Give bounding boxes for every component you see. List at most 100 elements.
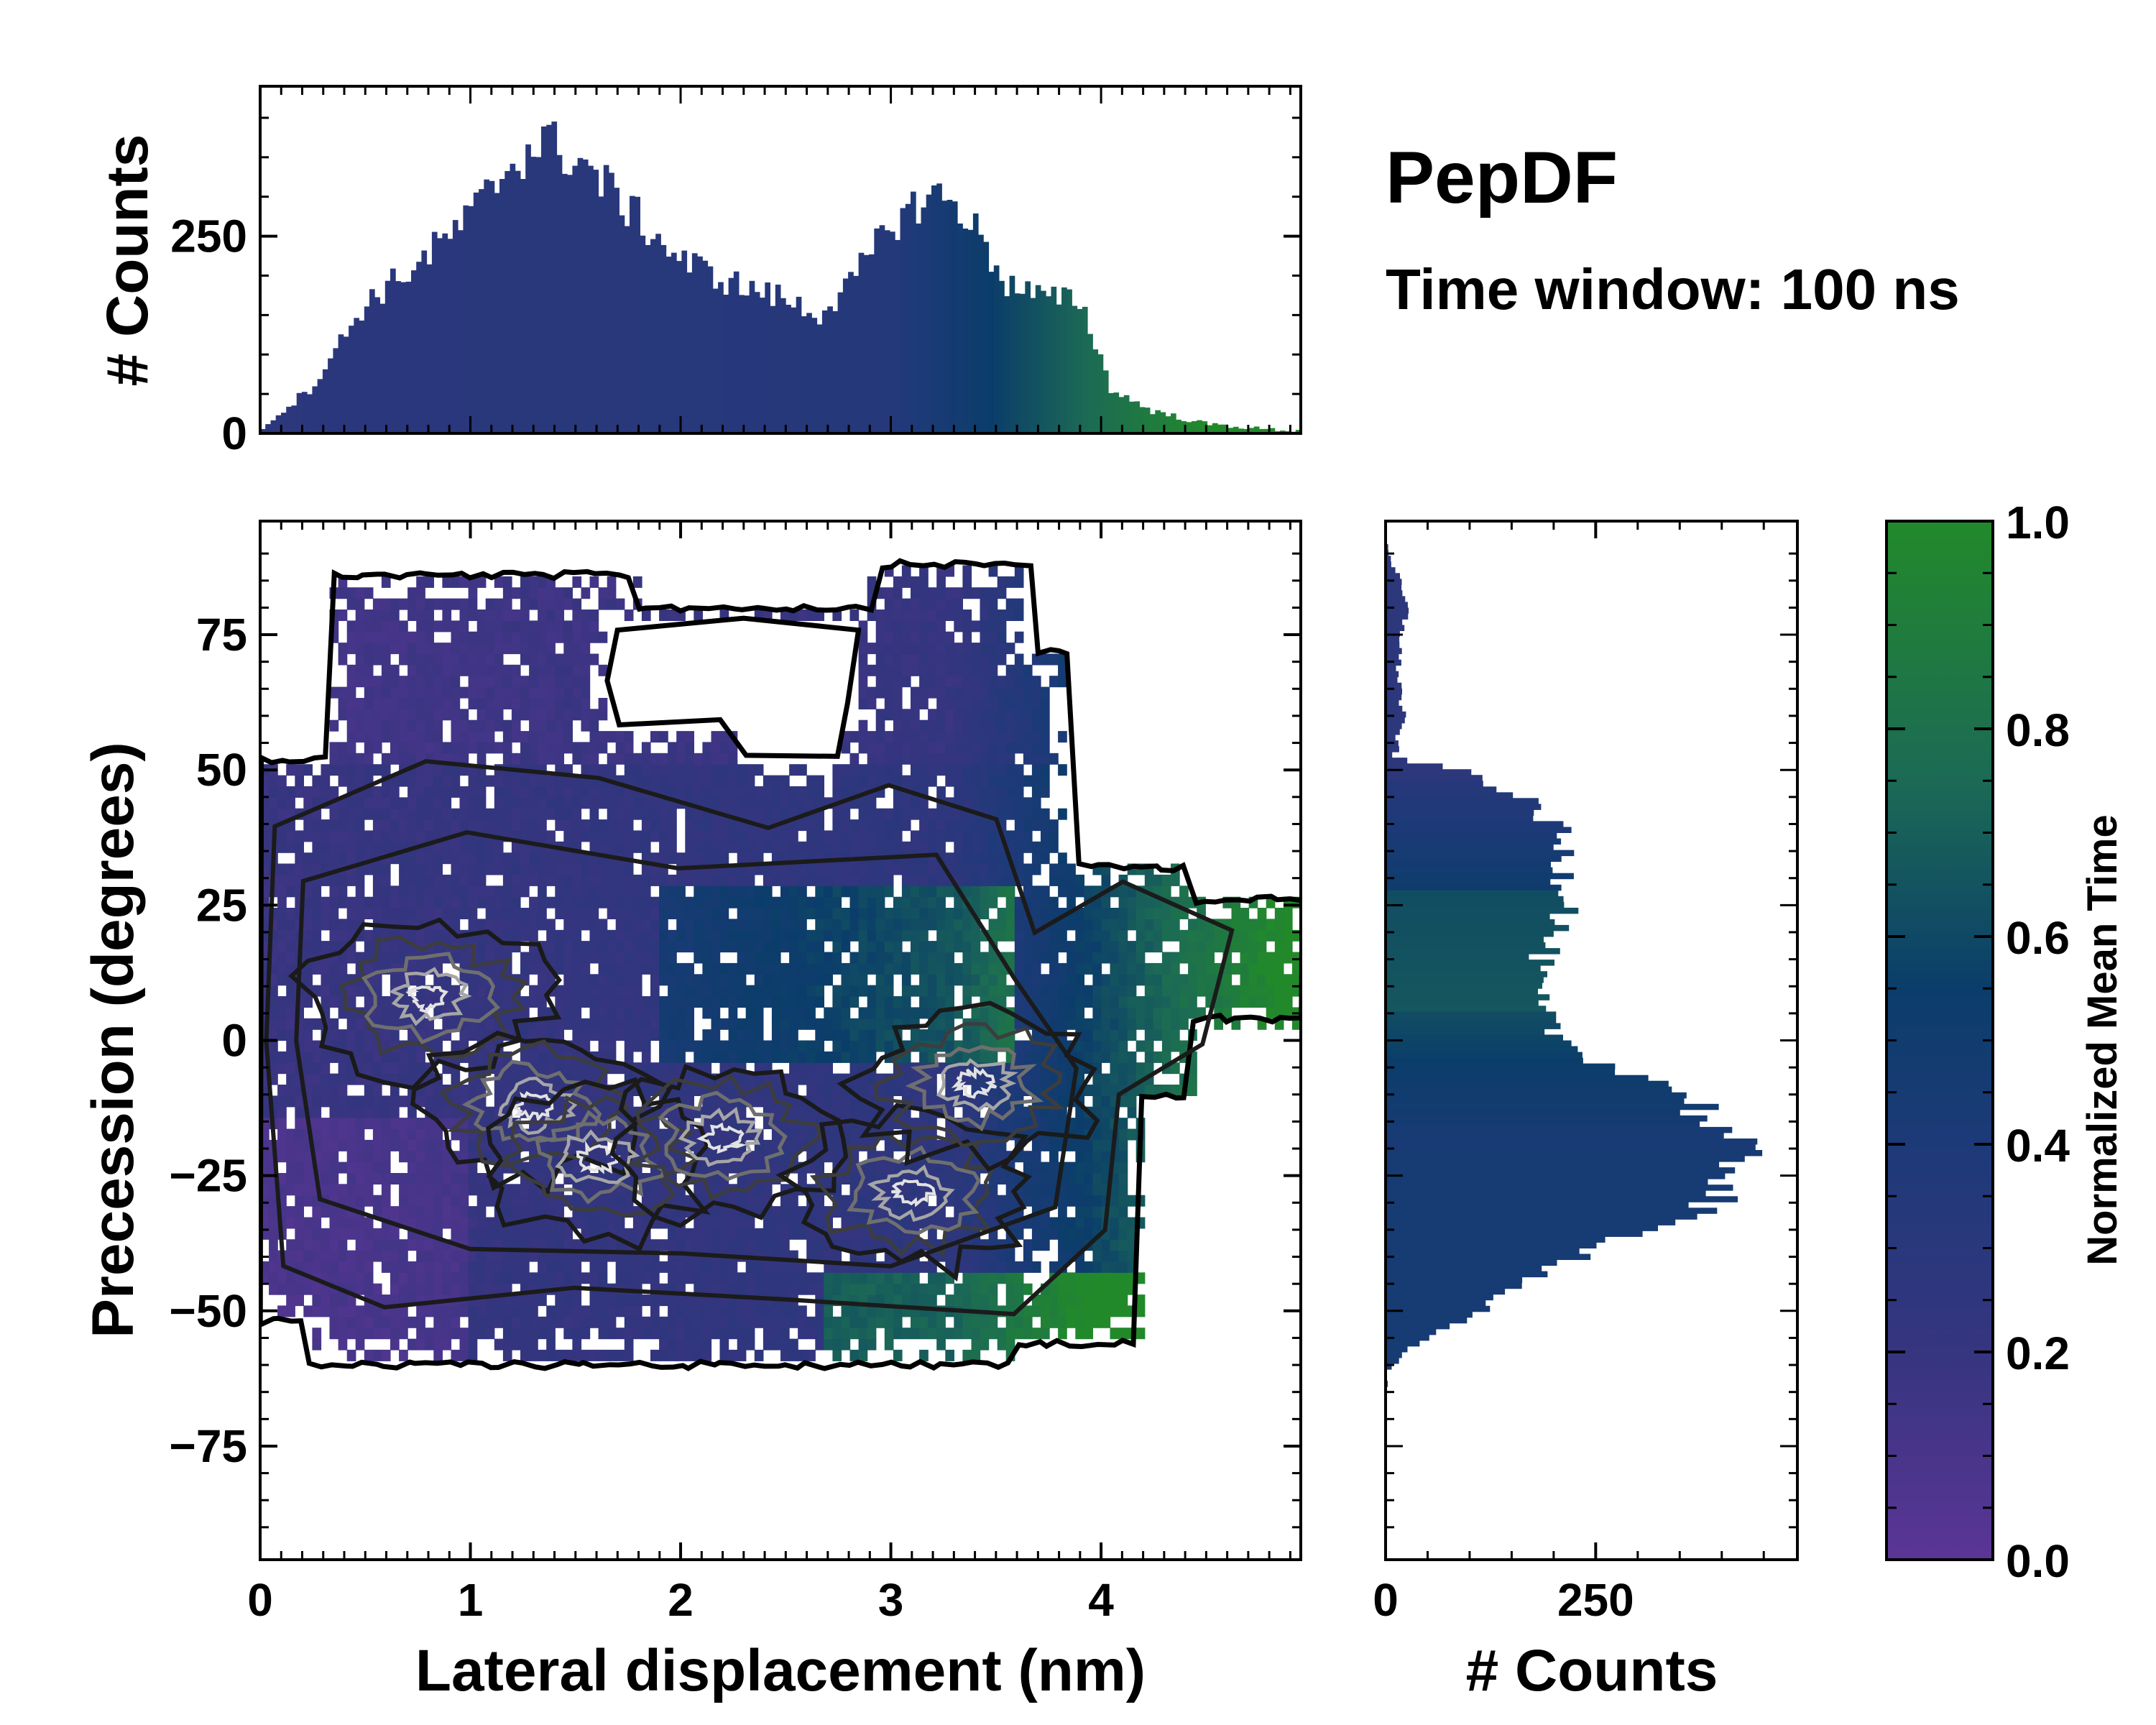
heatmap-cell — [425, 653, 434, 666]
heatmap-cell — [676, 1316, 686, 1328]
heatmap-cell — [650, 1239, 660, 1251]
heatmap-cell — [841, 1328, 851, 1340]
heatmap-cell — [572, 929, 582, 942]
heatmap-cell — [538, 1272, 547, 1284]
heatmap-cell — [520, 676, 530, 688]
heatmap-cell — [321, 1228, 331, 1240]
heatmap-cell — [355, 653, 365, 666]
heatmap-cell — [581, 962, 591, 975]
heatmap-cell — [624, 819, 634, 832]
heatmap-cell — [771, 941, 781, 953]
heatmap-cell — [659, 1040, 668, 1052]
heatmap-cell — [581, 797, 591, 809]
heatmap-cell — [416, 896, 425, 908]
heatmap-cell — [936, 742, 946, 754]
heatmap-cell — [632, 764, 642, 776]
heatmap-cell — [945, 952, 954, 964]
heatmap-cell — [346, 841, 356, 853]
heatmap-cell — [875, 1206, 885, 1218]
heatmap-cell — [936, 786, 946, 798]
heatmap-cell — [711, 952, 721, 964]
heatmap-cell — [650, 974, 660, 986]
heatmap-cell — [546, 1261, 556, 1273]
heatmap-cell — [789, 874, 798, 886]
heatmap-cell — [702, 962, 712, 975]
heatmap-cell — [269, 1029, 278, 1041]
heatmap-cell — [346, 1040, 356, 1052]
heatmap-cell — [269, 1195, 278, 1207]
heatmap-cell — [433, 1338, 443, 1351]
heatmap-cell — [425, 1184, 434, 1196]
heatmap-cell — [286, 830, 295, 842]
x-hist-bar — [582, 159, 589, 433]
x-hist-bar — [671, 252, 677, 433]
heatmap-cell — [945, 587, 954, 599]
heatmap-cell — [685, 1018, 694, 1030]
heatmap-cell — [771, 1272, 781, 1284]
heatmap-cell — [572, 598, 582, 610]
x-hist-bar — [988, 272, 995, 433]
heatmap-cell — [520, 863, 530, 875]
heatmap-cell — [936, 753, 946, 765]
heatmap-cell — [572, 908, 582, 919]
heatmap-cell — [884, 962, 894, 975]
heatmap-cell — [589, 874, 599, 886]
heatmap-cell — [390, 819, 400, 832]
heatmap-cell — [936, 620, 946, 632]
heatmap-cell — [364, 1040, 374, 1052]
heatmap-cell — [346, 1162, 356, 1174]
heatmap-cell — [962, 952, 972, 964]
heatmap-cell — [407, 886, 417, 898]
heatmap-cell — [425, 719, 434, 732]
x-hist-bar — [733, 271, 740, 433]
x-hist-bar — [520, 179, 526, 433]
heatmap-cell — [390, 841, 400, 853]
heatmap-cell — [754, 1018, 764, 1030]
heatmap-cell — [832, 1051, 842, 1063]
heatmap-cell — [815, 919, 824, 931]
heatmap-cell — [346, 874, 356, 886]
heatmap-cell — [502, 908, 512, 919]
heatmap-cell — [364, 841, 374, 853]
heatmap-cell — [719, 985, 729, 997]
x-hist-bar — [546, 124, 552, 433]
heatmap-cell — [954, 753, 963, 765]
heatmap-cell — [971, 1261, 981, 1273]
heatmap-cell — [615, 731, 625, 743]
heatmap-cell — [711, 819, 721, 832]
heatmap-cell — [476, 1051, 487, 1063]
heatmap-cell — [884, 1283, 894, 1295]
heatmap-cell — [824, 874, 833, 886]
heatmap-cell — [476, 852, 487, 865]
heatmap-cell — [476, 1029, 487, 1041]
heatmap-cell — [295, 1228, 304, 1240]
heatmap-cell — [303, 1029, 313, 1041]
heatmap-cell — [771, 830, 781, 842]
heatmap-cell — [694, 886, 703, 898]
heatmap-cell — [711, 830, 721, 842]
heatmap-cell — [555, 1349, 564, 1361]
heatmap-cell — [659, 1062, 668, 1075]
heatmap-cell — [451, 908, 461, 919]
heatmap-cell — [815, 1206, 824, 1218]
heatmap-cell — [737, 1195, 747, 1207]
heatmap-cell — [676, 962, 686, 975]
heatmap-cell — [538, 587, 547, 599]
heatmap-cell — [451, 598, 461, 610]
heatmap-cell — [407, 1139, 417, 1151]
heatmap-cell — [459, 1206, 469, 1218]
heatmap-cell — [936, 1272, 946, 1284]
heatmap-cell — [451, 753, 461, 765]
heatmap-cell — [806, 1007, 816, 1019]
heatmap-cell — [841, 786, 851, 798]
heatmap-cell — [745, 764, 755, 776]
heatmap-cell — [901, 775, 911, 787]
x-hist-bar — [728, 277, 734, 433]
heatmap-cell — [502, 929, 512, 942]
heatmap-cell — [711, 1007, 721, 1019]
heatmap-cell — [945, 1294, 954, 1307]
heatmap-cell — [893, 929, 903, 942]
heatmap-cell — [277, 974, 287, 986]
heatmap-cell — [329, 786, 339, 798]
heatmap-cell — [529, 653, 538, 666]
